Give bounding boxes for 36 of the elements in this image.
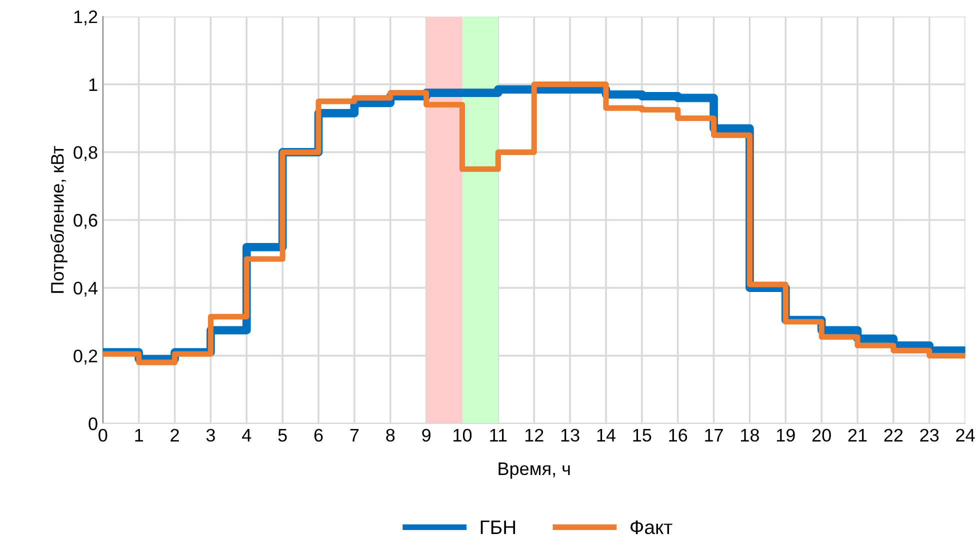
x-tick-label: 8: [386, 428, 395, 442]
legend-label: Факт: [630, 520, 672, 534]
x-tick-label: 3: [206, 428, 215, 442]
x-tick-label: 17: [705, 429, 723, 442]
y-tick-label: 0,6: [74, 214, 98, 229]
x-tick-label: 9: [422, 428, 430, 442]
y-tick-label: 0: [88, 417, 98, 430]
x-tick-label: 0: [98, 428, 108, 442]
x-tick-label: 2: [170, 428, 179, 442]
x-tick-label: 23: [920, 428, 939, 442]
x-tick-label: 21: [848, 428, 867, 442]
x-tick-label: 5: [278, 429, 287, 442]
x-tick-label: 4: [242, 429, 252, 442]
x-tick-label: 7: [350, 429, 359, 442]
x-tick-label: 22: [884, 428, 903, 442]
x-tick-label: 6: [314, 428, 323, 442]
x-tick-label: 14: [597, 429, 616, 442]
x-axis-title: Время, ч: [498, 462, 570, 479]
x-tick-label: 15: [633, 429, 652, 442]
x-tick-label: 19: [776, 428, 795, 442]
x-tick-label: 18: [741, 428, 759, 442]
x-tick-label: 1: [135, 429, 143, 442]
y-tick-label: 1: [89, 78, 98, 91]
x-tick-label: 24: [956, 428, 975, 442]
x-tick-label: 20: [812, 428, 831, 442]
x-tick-label: 16: [669, 428, 688, 442]
y-tick-label: 0,8: [74, 146, 98, 162]
y-axis-title: Потребление, кВт: [50, 146, 68, 293]
x-tick-label: 11: [490, 429, 507, 442]
y-tick-label: 0,2: [74, 350, 98, 365]
legend-label: ГБН: [480, 520, 516, 534]
x-tick-label: 12: [525, 428, 544, 442]
y-tick-label: 1,2: [74, 10, 98, 26]
y-tick-label: 0,4: [74, 282, 98, 297]
x-tick-label: 13: [561, 428, 580, 442]
x-tick-label: 10: [454, 428, 472, 442]
